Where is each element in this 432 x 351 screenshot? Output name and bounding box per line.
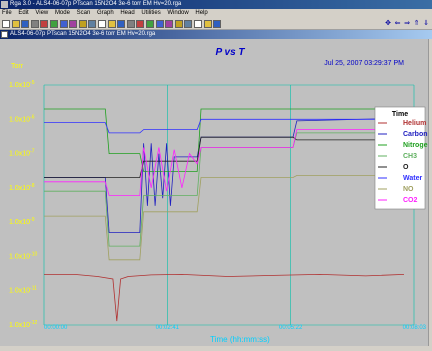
document-title: ALS4-06-07p PTscan 15N2O4 3e-6 torr EM H… bbox=[10, 31, 156, 37]
open-icon[interactable] bbox=[11, 20, 20, 28]
legend-item-co2[interactable]: CO2 bbox=[403, 197, 418, 204]
legend-item-helium[interactable]: Helium bbox=[403, 120, 426, 127]
series-line-no bbox=[44, 175, 414, 261]
pause-icon[interactable] bbox=[165, 20, 174, 28]
x-axis-label: Time (hh:mm:ss) bbox=[210, 335, 270, 344]
menu-bar: File Edit View Mode Scan Graph Head Util… bbox=[0, 9, 432, 18]
legend-item-no[interactable]: NO bbox=[403, 186, 414, 193]
y-tick-label: 1.0x10-6 bbox=[9, 114, 35, 123]
filament-icon[interactable] bbox=[174, 20, 183, 28]
menu-head[interactable]: Head bbox=[120, 10, 135, 16]
x-tick-label: 00:00:00 bbox=[44, 325, 68, 331]
y-axis-ticks: 1.0x10-5 1.0x10-6 1.0x10-7 1.0x10-8 1.0x10-9… bbox=[9, 80, 37, 329]
save-icon[interactable] bbox=[21, 20, 30, 28]
grid-icon[interactable] bbox=[78, 20, 87, 28]
app-title-bar: Rga 3.0 - ALS4-06-07p PTscan 15N2O4 3e-6… bbox=[0, 0, 432, 9]
menu-graph[interactable]: Graph bbox=[96, 10, 114, 16]
menu-mode[interactable]: Mode bbox=[54, 10, 70, 16]
y-tick-label: 1.0x10-9 bbox=[9, 217, 35, 226]
probe-icon[interactable] bbox=[50, 20, 58, 28]
series-line-ch3 bbox=[44, 132, 414, 247]
chart-timestamp: Jul 25, 2007 03:29:37 PM bbox=[324, 60, 404, 67]
y-tick-label: 1.0x10-5 bbox=[9, 80, 35, 89]
legend-box bbox=[374, 106, 426, 210]
y-tick-label: 1.0x10-8 bbox=[9, 183, 35, 192]
toolbar: ✥ ⇐ ⇒ ⇑ ⇓ bbox=[0, 18, 432, 30]
x-tick-label: 00:08:03 bbox=[403, 325, 427, 331]
plot-panel[interactable]: P vs T Jul 25, 2007 03:29:37 PM Torr Tim… bbox=[0, 39, 432, 346]
table-icon[interactable] bbox=[88, 20, 97, 28]
series-line-o bbox=[44, 136, 414, 178]
legend-item-nitrogen[interactable]: Nitrogen bbox=[403, 142, 432, 149]
app-title: Rga 3.0 - ALS4-06-07p PTscan 15N2O4 3e-6… bbox=[10, 1, 182, 7]
series-line-water bbox=[44, 118, 414, 134]
menu-scan[interactable]: Scan bbox=[76, 10, 91, 16]
document-title-bar: ALS4-06-07p PTscan 15N2O4 3e-6 torr EM H… bbox=[0, 30, 432, 39]
y-tick-label: 1.0x10-11 bbox=[9, 286, 37, 295]
new-icon[interactable] bbox=[2, 20, 10, 28]
line-icon[interactable] bbox=[69, 20, 78, 28]
start-icon[interactable] bbox=[146, 20, 154, 28]
zoom-icon[interactable] bbox=[203, 20, 212, 28]
arrow-right-icon[interactable]: ⇒ bbox=[404, 20, 410, 27]
x-tick-label: 00:05:22 bbox=[279, 325, 303, 331]
menu-file[interactable]: File bbox=[2, 10, 12, 16]
print-icon[interactable] bbox=[30, 20, 39, 28]
series-line-co2 bbox=[44, 129, 414, 196]
y-tick-label: 1.0x10-12 bbox=[9, 320, 37, 329]
y-tick-label: 1.0x10-7 bbox=[9, 149, 35, 158]
help-icon[interactable] bbox=[213, 20, 222, 28]
stop-icon[interactable] bbox=[155, 20, 164, 28]
vertical-scrollbar[interactable] bbox=[428, 39, 432, 346]
menu-view[interactable]: View bbox=[35, 10, 49, 16]
y-tick-label: 1.0x10-10 bbox=[9, 251, 37, 260]
graph-icon[interactable] bbox=[98, 20, 106, 28]
legend-item-carbon[interactable]: Carbon bbox=[403, 131, 428, 138]
degas-icon[interactable] bbox=[194, 20, 202, 28]
legend-item-o[interactable]: O bbox=[403, 164, 409, 171]
series-line-helium bbox=[44, 273, 405, 322]
head-icon[interactable] bbox=[136, 20, 145, 28]
scan-icon[interactable] bbox=[40, 20, 49, 28]
arrow-up-icon[interactable]: ⇑ bbox=[413, 20, 420, 27]
chart-series-layer bbox=[44, 108, 415, 322]
y-axis-label: Torr bbox=[11, 63, 24, 70]
menu-edit[interactable]: Edit bbox=[18, 10, 29, 16]
pressure-chart[interactable]: P vs T Jul 25, 2007 03:29:37 PM Torr Tim… bbox=[0, 39, 432, 346]
settings-icon[interactable] bbox=[107, 20, 116, 28]
arrow-down-icon[interactable]: ⇓ bbox=[423, 20, 429, 27]
menu-help[interactable]: Help bbox=[195, 10, 208, 16]
em-icon[interactable] bbox=[184, 20, 193, 28]
arrow-left-icon[interactable]: ⇐ bbox=[394, 20, 401, 27]
chart-title: P vs T bbox=[215, 47, 245, 58]
menu-utilities[interactable]: Utilities bbox=[141, 10, 161, 16]
menu-window[interactable]: Window bbox=[167, 10, 189, 16]
legend-title: Time bbox=[392, 111, 408, 118]
document-icon bbox=[1, 31, 8, 38]
x-axis-ticks: 00:00:00 00:02:41 00:05:22 00:08:03 bbox=[44, 325, 427, 331]
chart-legend: Time Helium Carbon Nitrogen CH3 O Water NO CO2 bbox=[374, 106, 432, 210]
x-tick-label: 00:02:41 bbox=[156, 325, 180, 331]
legend-item-ch3[interactable]: CH3 bbox=[403, 153, 417, 160]
app-icon bbox=[1, 1, 8, 8]
gauge-icon[interactable] bbox=[117, 20, 126, 28]
legend-item-water[interactable]: Water bbox=[403, 175, 422, 182]
crosshair-icon[interactable]: ✥ bbox=[385, 20, 391, 27]
bar-icon[interactable] bbox=[59, 20, 68, 28]
refresh-icon[interactable] bbox=[126, 20, 135, 28]
chart-grid bbox=[43, 84, 415, 326]
